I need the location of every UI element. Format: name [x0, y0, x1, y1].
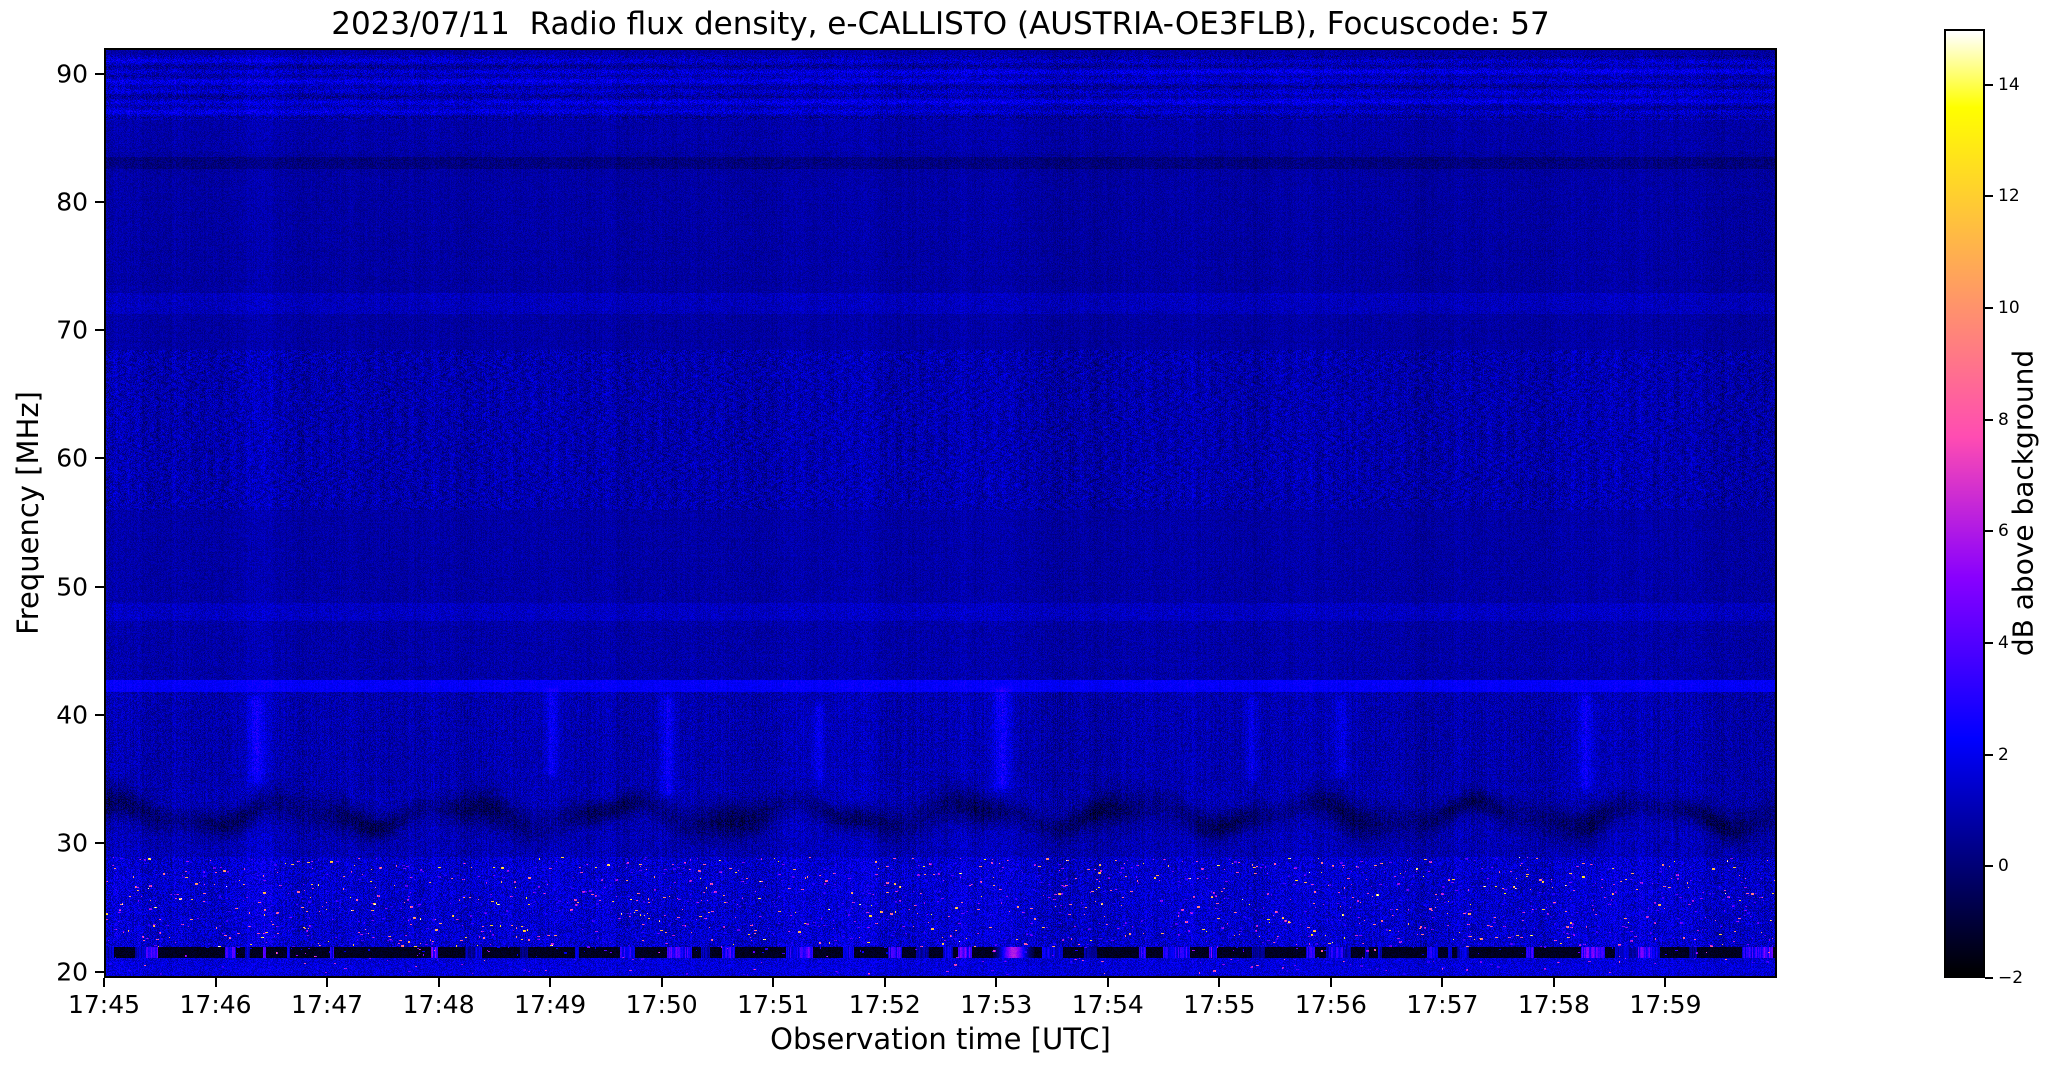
x-tick-label: 17:56 — [1294, 990, 1367, 1019]
colorbar-tick-label: 10 — [1998, 298, 2020, 319]
chart-title: 2023/07/11 Radio flux density, e-CALLIST… — [331, 6, 1550, 42]
y-tick-mark — [95, 200, 104, 203]
y-tick-label: 80 — [56, 187, 88, 217]
y-tick-label: 90 — [56, 59, 88, 89]
x-tick-label: 17:47 — [291, 990, 364, 1019]
x-tick-mark — [1106, 978, 1109, 987]
plot-area — [104, 48, 1777, 978]
colorbar-tick-label: 12 — [1998, 186, 2020, 207]
colorbar-tick-mark — [1985, 195, 1993, 198]
y-tick-mark — [95, 329, 104, 332]
x-tick-label: 17:52 — [848, 990, 921, 1019]
x-axis-label: Observation time [UTC] — [770, 1022, 1111, 1056]
colorbar-tick-mark — [1985, 977, 1993, 979]
y-tick-mark — [95, 585, 104, 588]
y-tick-label: 30 — [56, 828, 88, 858]
colorbar-tick-label: 6 — [1998, 521, 2009, 542]
colorbar-tick-label: 0 — [1998, 856, 2009, 877]
y-tick-label: 70 — [56, 315, 88, 345]
y-tick-mark — [95, 72, 104, 75]
y-tick-label: 20 — [56, 957, 88, 987]
x-tick-mark — [772, 978, 775, 987]
colorbar-tick-mark — [1985, 418, 1993, 421]
colorbar-tick-mark — [1985, 307, 1993, 310]
colorbar-tick-mark — [1985, 642, 1993, 645]
x-tick-mark — [437, 978, 440, 987]
y-tick-mark — [95, 842, 104, 845]
colorbar-tick-mark — [1985, 530, 1993, 533]
x-tick-mark — [660, 978, 663, 987]
y-tick-mark — [95, 970, 104, 973]
x-tick-label: 17:57 — [1406, 990, 1479, 1019]
y-tick-mark — [95, 714, 104, 717]
x-tick-mark — [995, 978, 998, 987]
x-tick-label: 17:48 — [402, 990, 475, 1019]
colorbar-tick-label: 2 — [1998, 744, 2009, 765]
x-tick-mark — [1441, 978, 1444, 987]
x-tick-mark — [1218, 978, 1221, 987]
x-tick-label: 17:45 — [67, 990, 141, 1019]
colorbar-tick-mark — [1985, 865, 1993, 868]
colorbar-tick-mark — [1985, 753, 1993, 756]
colorbar — [1944, 29, 1985, 978]
x-tick-label: 17:58 — [1517, 990, 1590, 1019]
colorbar-label: dB above background — [2006, 349, 2040, 657]
y-tick-label: 40 — [56, 700, 88, 730]
x-tick-label: 17:49 — [514, 990, 587, 1019]
x-tick-label: 17:46 — [179, 990, 252, 1019]
y-tick-label: 60 — [56, 443, 88, 473]
colorbar-gradient-canvas — [1946, 31, 1983, 976]
colorbar-tick-label: 4 — [1998, 633, 2009, 654]
x-tick-label: 17:53 — [960, 990, 1033, 1019]
x-tick-label: 17:50 — [625, 990, 698, 1019]
x-tick-mark — [214, 978, 217, 987]
spectrogram-canvas — [106, 50, 1775, 976]
y-tick-label: 50 — [56, 572, 88, 602]
x-tick-mark — [549, 978, 552, 987]
x-tick-label: 17:54 — [1071, 990, 1144, 1019]
x-tick-mark — [1552, 978, 1555, 987]
colorbar-tick-label: −2 — [1998, 968, 2024, 988]
x-tick-mark — [883, 978, 886, 987]
x-tick-mark — [1329, 978, 1332, 987]
y-tick-mark — [95, 457, 104, 460]
x-tick-label: 17:55 — [1183, 990, 1256, 1019]
x-tick-mark — [1664, 978, 1667, 987]
x-tick-label: 17:51 — [737, 990, 810, 1019]
colorbar-tick-label: 14 — [1998, 74, 2020, 95]
colorbar-tick-mark — [1985, 83, 1993, 86]
colorbar-tick-label: 8 — [1998, 409, 2009, 430]
x-tick-label: 17:59 — [1629, 990, 1702, 1019]
x-tick-mark — [103, 978, 105, 987]
x-tick-mark — [326, 978, 329, 987]
